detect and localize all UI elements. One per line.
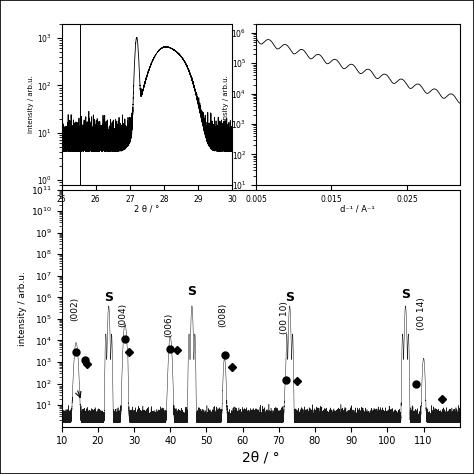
Text: S: S <box>187 285 196 298</box>
Y-axis label: intensity / arb.u.: intensity / arb.u. <box>223 75 228 133</box>
Text: (006): (006) <box>164 312 173 337</box>
Text: (00 10): (00 10) <box>280 301 289 334</box>
Text: S: S <box>104 291 113 304</box>
Text: S: S <box>401 288 410 301</box>
X-axis label: d⁻¹ / A⁻¹: d⁻¹ / A⁻¹ <box>340 205 375 214</box>
Text: (004): (004) <box>118 303 128 328</box>
X-axis label: 2 θ / °: 2 θ / ° <box>134 205 160 214</box>
Y-axis label: intensity / arb.u.: intensity / arb.u. <box>18 271 27 346</box>
Text: (008): (008) <box>218 303 227 328</box>
Y-axis label: intensity / arb.u.: intensity / arb.u. <box>28 75 34 133</box>
X-axis label: 2θ / °: 2θ / ° <box>242 450 280 465</box>
Text: (00 14): (00 14) <box>417 297 426 330</box>
Text: S: S <box>285 291 294 304</box>
Text: (002): (002) <box>70 297 79 321</box>
